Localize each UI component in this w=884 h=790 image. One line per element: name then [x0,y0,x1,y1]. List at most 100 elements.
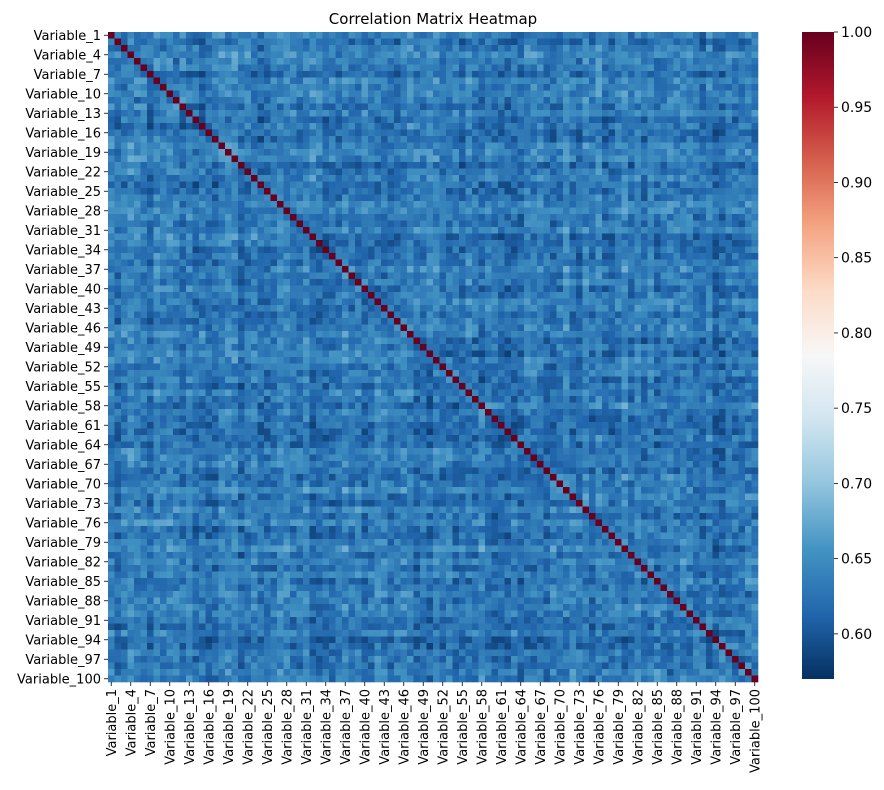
heatmap-cell [114,116,122,124]
heatmap-cell [595,77,603,85]
heatmap-cell [556,168,564,176]
heatmap-cell [582,240,590,247]
heatmap-cell [127,97,135,104]
heatmap-cell [647,58,655,65]
heatmap-cell [550,103,557,111]
heatmap-cell [751,155,759,163]
heatmap-cell [296,207,304,215]
heatmap-cell [225,246,232,254]
heatmap-cell [452,84,460,91]
heatmap-cell [543,344,551,351]
heatmap-cell [134,318,141,325]
heatmap-cell [738,58,746,65]
heatmap-cell [504,311,512,319]
heatmap-cell [517,350,525,358]
heatmap-cell [251,285,258,293]
heatmap-cell [394,350,401,358]
heatmap-cell [199,51,206,59]
heatmap-cell [693,279,700,286]
heatmap-cell [459,246,466,254]
heatmap-cell [459,220,466,228]
heatmap-cell [199,162,206,169]
heatmap-cell [621,220,629,228]
heatmap-cell [179,116,187,124]
heatmap-cell [316,305,323,312]
heatmap-cell [563,71,570,78]
heatmap-cell [147,220,154,228]
heatmap-cell [134,311,141,319]
heatmap-cell [673,103,681,111]
heatmap-cell [355,311,362,319]
heatmap-cell [199,298,206,306]
heatmap-cell [452,240,460,247]
heatmap-cell [134,337,141,345]
heatmap-cell [628,90,635,98]
heatmap-cell [439,77,447,85]
heatmap-cell [127,318,135,325]
heatmap-cell [348,149,356,156]
heatmap-cell [738,318,746,325]
heatmap-cell [569,136,577,143]
heatmap-cell [413,136,421,143]
heatmap-cell [608,331,616,338]
heatmap-cell [166,32,174,39]
heatmap-cell [439,103,447,111]
heatmap-cell [712,136,720,143]
heatmap-cell [680,123,687,130]
heatmap-cell [732,162,739,169]
heatmap-cell [420,181,427,189]
heatmap-cell [114,279,122,286]
heatmap-cell [121,32,128,39]
heatmap-cell [478,272,486,280]
heatmap-cell [114,285,122,293]
heatmap-cell [478,344,486,351]
heatmap-cell [381,97,388,104]
heatmap-cell [277,110,284,117]
heatmap-cell [355,227,362,234]
heatmap-cell [511,279,518,286]
heatmap-cell [615,136,622,143]
heatmap-cell [595,214,603,221]
heatmap-cell [329,305,336,312]
heatmap-cell [387,240,395,247]
heatmap-cell [140,324,148,332]
heatmap-cell [322,51,330,59]
heatmap-cell [283,58,291,65]
heatmap-cell [166,279,174,286]
heatmap-cell [309,285,317,293]
heatmap-cell [511,64,518,72]
heatmap-cell [264,214,271,221]
heatmap-cell [108,233,115,241]
heatmap-cell [595,90,603,98]
heatmap-cell [576,253,583,260]
heatmap-cell [225,272,232,280]
heatmap-cell [706,194,713,202]
heatmap-cell [179,331,187,338]
heatmap-cell [660,90,668,98]
heatmap-cell [160,201,167,208]
heatmap-cell [745,136,752,143]
heatmap-cell [706,32,713,39]
heatmap-cell [251,233,258,241]
heatmap-cell [745,331,752,338]
heatmap-cell [114,38,122,46]
heatmap-cell [283,38,291,46]
heatmap-cell [179,168,187,176]
heatmap-cell [667,64,674,72]
heatmap-cell [732,272,739,280]
heatmap-cell [153,142,161,150]
heatmap-cell [400,311,408,319]
heatmap-cell [446,240,453,247]
heatmap-cell [251,84,258,91]
heatmap-cell [121,207,128,215]
heatmap-cell [706,266,713,273]
heatmap-cell [387,259,395,267]
heatmap-cell [368,344,375,351]
heatmap-cell [173,233,180,241]
heatmap-cell [114,220,122,228]
heatmap-cell [465,246,473,254]
heatmap-cell [160,45,167,52]
heatmap-cell [238,155,245,163]
heatmap-cell [504,240,512,247]
heatmap-cell [485,311,492,319]
